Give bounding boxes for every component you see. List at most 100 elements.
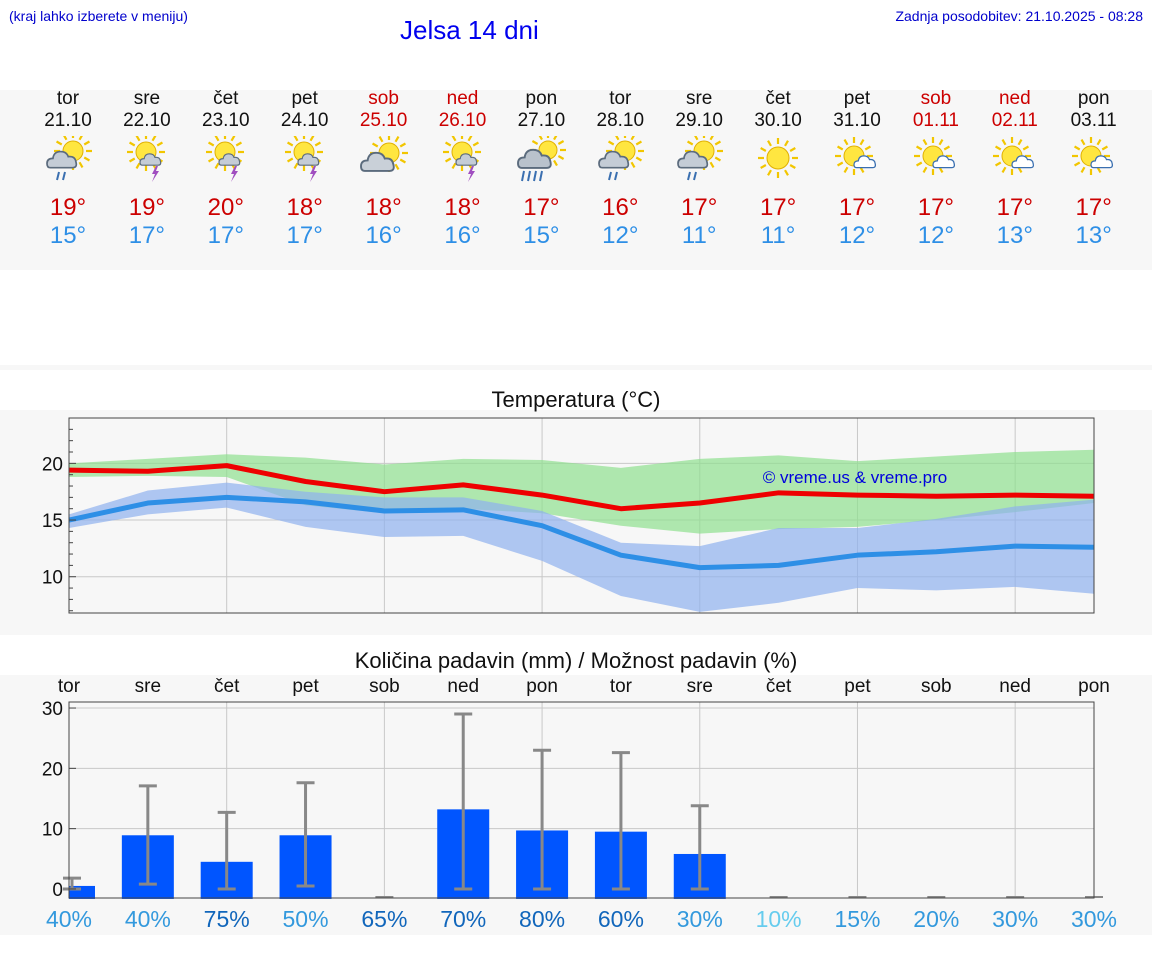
temp-max: 17° [759,194,797,221]
partly-cloudy-rain-icon [46,136,92,181]
temp-min: 11° [760,222,796,249]
partly-cloudy-rain-icon [598,136,645,181]
partly-cloudy-icon [359,136,408,172]
precip-probability: 15% [834,906,880,932]
x-category-label: pet [292,676,319,697]
x-category-label: sob [369,676,400,697]
x-category-label: tor [610,676,633,697]
day-date: 21.10 [44,110,92,131]
day-column: sob 25.10 18° 16° [344,88,424,250]
y-tick-label: 30 [42,699,63,720]
mostly-sunny-icon [992,137,1034,175]
day-date: 26.10 [438,110,487,131]
day-name: sob [920,88,952,109]
day-date: 03.11 [1070,110,1117,131]
day-date: 22.10 [123,110,171,131]
divider [0,365,1152,370]
x-category-label: ned [447,676,479,697]
last-update: Zadnja posodobitev: 21.10.2025 - 08:28 [895,8,1143,24]
sunny-icon [758,138,799,178]
precip-probability: 65% [361,906,407,932]
x-category-label: sob [921,676,952,697]
y-tick-label: 15 [42,511,63,532]
day-name: čet [765,88,791,109]
day-column: pet 24.10 18° 17° [265,88,345,250]
y-tick-label: 20 [42,759,63,780]
temp-min: 11° [681,222,717,249]
day-date: 27.10 [517,110,566,131]
day-date: 23.10 [202,110,250,131]
day-name: sob [368,88,399,109]
day-date: 28.10 [596,110,645,131]
day-date: 29.10 [675,110,723,131]
y-tick-label: 10 [42,568,63,589]
temp-min: 16° [444,222,481,249]
y-tick-label: 0 [52,880,63,901]
temp-max: 17° [681,194,718,221]
temp-max: 17° [1075,194,1112,221]
precipitation-title: Količina padavin (mm) / Možnost padavin … [354,648,798,673]
precip-probability: 30% [992,906,1038,932]
temp-min: 15° [49,222,87,249]
day-column: sob 01.11 17° 12° [896,88,976,250]
day-date: 31.10 [833,110,881,131]
temp-min: 12° [838,222,876,249]
temperature-title: Temperatura (°C) [491,387,661,412]
temp-max: 17° [917,194,955,221]
mostly-sunny-icon [913,137,955,175]
day-name: sre [133,88,161,109]
day-column: sre 22.10 19° 17° [107,88,187,250]
temp-max: 20° [207,194,244,221]
day-name: tor [609,88,632,109]
temp-max: 17° [523,194,560,221]
temp-min: 13° [996,222,1033,249]
day-name: ned [446,88,479,109]
x-category-label: pet [844,676,871,697]
precip-probability: 30% [1071,906,1117,932]
x-category-label: sre [687,676,713,697]
max-range-band [69,449,1094,534]
temp-min: 17° [128,222,166,249]
day-column: pet 31.10 17° 12° [817,88,897,250]
x-category-label: pon [1078,676,1110,697]
max-temp-line [68,463,1095,512]
precip-probability: 70% [440,906,486,932]
x-category-label: ned [999,676,1031,697]
day-name: ned [998,88,1031,109]
temp-min: 12° [602,222,639,249]
min-range-band [69,482,1094,612]
day-name: pon [525,88,558,109]
day-date: 25.10 [359,110,408,131]
day-name: sre [685,88,713,109]
temp-max: 16° [602,194,639,221]
precip-probability: 60% [598,906,644,932]
temp-max: 19° [128,194,166,221]
partly-cloudy-rain-icon [677,136,724,181]
temp-max: 18° [286,194,323,221]
day-column: pon 03.11 17° 13° [1054,88,1134,250]
day-date: 24.10 [280,110,329,131]
partly-cloudy-thunder-icon [205,136,244,182]
day-column: tor 28.10 16° 12° [580,88,660,250]
x-category-label: čet [766,676,792,697]
partly-cloudy-thunder-icon [126,136,165,182]
day-name: čet [213,88,239,109]
temperature-chart: 10 15 20 © vreme.us & vreme.pro [42,417,1095,614]
precip-probability: 80% [519,906,565,932]
min-temp-line [68,494,1095,571]
precip-probability: 40% [125,906,171,932]
precip-probability: 40% [46,906,92,932]
plot-frame [68,417,1095,614]
page-title: Jelsa 14 dni [400,15,539,45]
day-name: tor [56,88,80,109]
forecast-strip [0,90,1152,270]
day-name: pet [291,88,318,109]
temp-max: 19° [49,194,87,221]
day-column: pon 27.10 17° 15° [501,88,581,250]
temp-min: 15° [523,222,560,249]
precip-probability: 20% [913,906,959,932]
temp-min: 12° [917,222,955,249]
day-column: sre 29.10 17° 11° [659,88,739,250]
temp-max: 18° [365,194,402,221]
day-name: pet [843,88,871,109]
